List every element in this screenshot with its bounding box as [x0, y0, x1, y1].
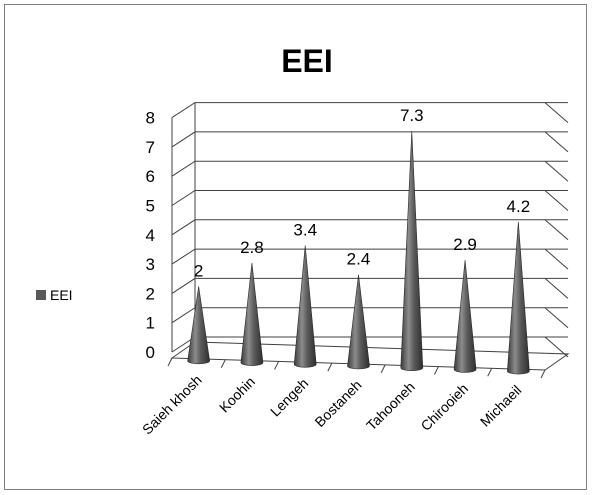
x-category-label: Bostaneh	[311, 377, 364, 430]
data-label: 2.4	[347, 250, 371, 269]
x-tick-mark	[540, 369, 546, 379]
x-tick-mark	[327, 362, 333, 372]
gridline-edge	[544, 102, 569, 123]
x-tick-mark	[274, 361, 280, 370]
gridline-edge	[544, 307, 569, 329]
x-tick-mark	[487, 368, 493, 377]
y-tick-label: 5	[146, 197, 155, 216]
data-label: 2	[194, 261, 203, 280]
x-category-label: Tahooneh	[363, 379, 418, 434]
bar-michaeil	[507, 221, 530, 375]
y-tick-label: 8	[146, 109, 155, 128]
gridline-edge	[544, 278, 569, 299]
y-tick-label: 3	[146, 255, 155, 274]
bar-chirooieh	[453, 259, 477, 373]
gridline	[171, 219, 568, 236]
legend-swatch-eei	[36, 290, 46, 300]
legend-label-eei: EEI	[50, 287, 73, 303]
y-tick-label: 6	[146, 167, 155, 186]
data-label: 4.2	[507, 197, 531, 216]
gridline	[171, 160, 568, 177]
bar-bostaneh	[347, 274, 370, 370]
data-label: 2.8	[240, 238, 264, 257]
x-tick-mark	[380, 364, 386, 374]
gridline-edge	[544, 219, 569, 241]
bar-lengeh	[293, 245, 317, 368]
gridlines	[171, 102, 569, 358]
gridline-edge	[544, 190, 569, 211]
data-labels: 2 2.8 3.4 2.4 7.3 2.9 4.2	[194, 106, 530, 280]
legend: EEI	[36, 287, 73, 303]
gridline	[171, 102, 568, 119]
x-tick-mark	[220, 359, 226, 368]
x-category-label: Chirooieh	[417, 380, 471, 434]
gridline	[171, 307, 568, 324]
chart-frame	[4, 4, 587, 490]
x-tick-mark	[167, 357, 173, 367]
gridline-edge	[544, 131, 569, 153]
data-label: 3.4	[293, 220, 317, 239]
x-category-label: Michaeil	[477, 382, 525, 430]
x-tick-mark	[433, 366, 439, 375]
y-axis-ticks: 0 1 2 3 4 5 6 7 8	[146, 109, 155, 362]
data-label: 7.3	[400, 106, 424, 125]
y-tick-label: 0	[146, 343, 155, 362]
x-category-label: Lengeh	[267, 375, 311, 419]
y-tick-label: 1	[146, 314, 155, 333]
gridline-edge	[544, 160, 569, 182]
x-category-label: Koohin	[216, 373, 258, 415]
gridline	[171, 277, 568, 294]
data-label: 2.9	[453, 235, 477, 254]
gridline	[171, 336, 568, 353]
bar-tahooneh	[400, 131, 424, 371]
gridline-edge	[544, 248, 569, 270]
chart-title: EEI	[281, 43, 333, 79]
y-tick-label: 4	[146, 226, 155, 245]
gridline	[171, 131, 568, 148]
series-eei	[187, 131, 530, 375]
y-tick-label: 2	[146, 284, 155, 303]
y-tick-label: 7	[146, 138, 155, 157]
bar-saieh-khosh	[187, 286, 210, 365]
x-category-label: Saieh khosh	[139, 372, 205, 438]
bar-koohin	[240, 262, 264, 366]
